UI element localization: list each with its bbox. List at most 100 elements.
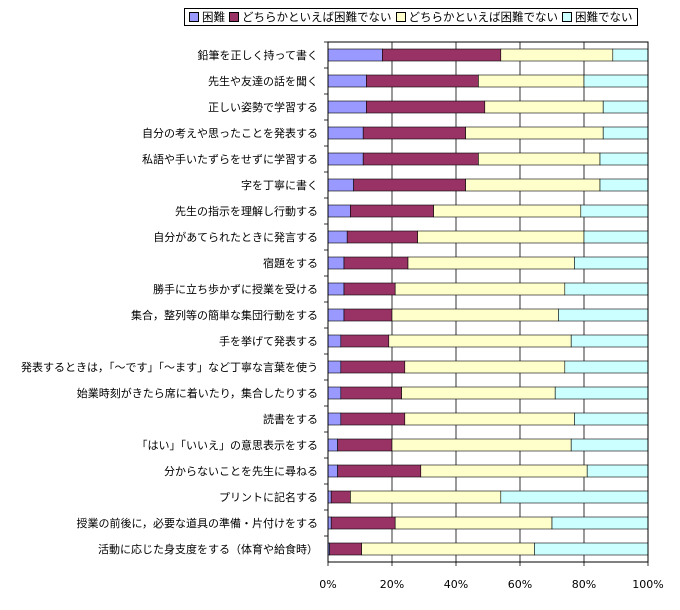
bar-segment [602,126,649,140]
bar-segment [327,438,338,452]
bar-segment [362,126,466,140]
bar-segment [327,334,342,348]
category-label: 先生の指示を理解し行動する [175,204,318,218]
bar-segment [327,100,367,114]
bar-segment [388,334,572,348]
bar-segment [465,126,604,140]
category-label: 自分があてられたときに発言する [153,230,318,244]
bar-segment [327,282,345,296]
bar-segment [551,516,649,530]
bar-segment [394,282,566,296]
bar-segment [353,178,466,192]
category-label: 「はい」「いいえ」の意思表示をする [137,438,319,452]
bar-segment [554,386,649,400]
bar-segment [340,386,402,400]
bar-segment [343,282,396,296]
bar-segment [500,490,649,504]
x-tick-label: 0% [319,578,336,591]
bar-segment [327,308,345,322]
bar-segment [327,152,364,166]
bar-segment [330,490,351,504]
x-tick-label: 40% [444,578,468,591]
bar-segment [340,334,390,348]
category-label: 自分の考えや思ったことを発表する [142,126,318,140]
bar-segment [558,308,649,322]
bar-segment [329,542,362,556]
category-label: 発表するときは，「～です」「～ます」など丁寧な言葉を使う [21,360,318,374]
x-tick-label: 20% [380,578,404,591]
bar-segment [327,48,383,62]
legend-item-rather-not-difficult-1: どちらかといえば困難でない [229,9,392,25]
bar-segment [337,438,393,452]
bar-segment [465,178,601,192]
bar-segment [417,230,585,244]
bar-segment [484,100,604,114]
bar-segment [500,48,614,62]
category-label: 分からないことを先生に尋ねる [164,464,318,478]
bar-segment [599,178,649,192]
bar-segment [391,308,559,322]
legend-swatch-not-difficult [562,12,572,22]
category-label: 始業時刻がきたら席に着いたり，集合したりする [77,386,318,400]
bar-segment [394,516,553,530]
legend-label-not-difficult: 困難でない [575,10,633,24]
bar-segment [366,74,479,88]
bar-segment [382,48,502,62]
bar-segment [343,256,409,270]
bar-segment [327,126,364,140]
bar-segment [362,152,479,166]
bar-segment [420,464,588,478]
bar-segment [612,48,649,62]
category-label: 正しい姿勢で学習する [208,100,318,114]
bar-segment [327,256,345,270]
legend-item-not-difficult: 困難でない [562,9,633,25]
bar-segment [574,412,649,426]
bar-segment [534,542,649,556]
bar-segment [478,74,585,88]
category-label: 私語や手いたずらをせずに学習する [142,152,318,166]
plot-border [327,41,649,563]
bar-segment [327,230,348,244]
category-label: 授業の前後に，必要な道具の準備・片付けをする [77,516,318,530]
bar-segment [346,230,418,244]
category-label: プリントに記名する [219,490,318,504]
bar-segment [327,464,338,478]
category-label: 読書をする [263,412,318,426]
bar-segment [340,360,406,374]
category-label: 勝手に立ち歩かずに授業を受ける [153,282,318,296]
bar-segment [599,152,649,166]
x-tick-label: 60% [508,578,532,591]
legend-item-difficult: 困難 [189,9,225,25]
category-label: 集合，整列等の簡単な集団行動をする [131,308,318,322]
bar-segment [330,516,396,530]
bar-segment [391,438,572,452]
category-label: 手を挙げて発表する [219,334,318,348]
bar-segment [404,412,575,426]
bar-segment [602,100,649,114]
legend-swatch-rather-not-difficult-2 [395,12,406,22]
bar-segment [350,204,434,218]
category-label: 字を丁寧に書く [241,178,318,192]
bar-segment [564,360,649,374]
plot-background [328,42,648,562]
legend-label-rather-not-difficult-2: どちらかといえば困難でない [408,10,559,24]
legend-label-rather-not-difficult-1: どちらかといえば困難でない [242,10,392,24]
bar-segment [433,204,582,218]
bar-segment [327,178,354,192]
legend-item-rather-not-difficult-2: どちらかといえば困難でない [395,9,559,25]
bar-segment [350,490,502,504]
bar-segment [327,412,342,426]
bar-segment [401,386,556,400]
bar-segment [478,152,601,166]
legend-label-difficult: 困難 [202,10,225,24]
bar-segment [337,464,422,478]
bar-segment [407,256,575,270]
legend-swatch-rather-not-difficult-1 [229,12,239,22]
bar-segment [583,74,649,88]
category-label: 活動に応じた身支度をする（体育や給食時） [98,542,318,556]
bar-segment [327,204,351,218]
legend-swatch-difficult [189,12,199,22]
x-tick-label: 100% [632,578,663,591]
legend: 困難 どちらかといえば困難でない どちらかといえば困難でない 困難でない [184,8,638,26]
